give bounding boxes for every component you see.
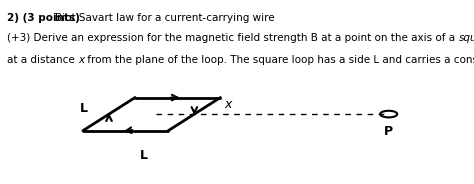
Text: at a distance: at a distance [7, 55, 78, 65]
Text: Biot Savart law for a current-carrying wire: Biot Savart law for a current-carrying w… [55, 13, 274, 23]
Text: L: L [80, 102, 88, 115]
Text: x: x [224, 98, 231, 111]
Text: from the plane of the loop. The square loop has a side L and carries a constant : from the plane of the loop. The square l… [84, 55, 474, 65]
Text: square: square [458, 33, 474, 43]
Text: x: x [78, 55, 84, 65]
Text: P: P [384, 125, 393, 138]
Text: 2) (3 points): 2) (3 points) [7, 13, 80, 23]
Text: L: L [140, 149, 148, 162]
Text: (+3) Derive an expression for the magnetic field strength B at a point on the ax: (+3) Derive an expression for the magnet… [7, 33, 458, 43]
